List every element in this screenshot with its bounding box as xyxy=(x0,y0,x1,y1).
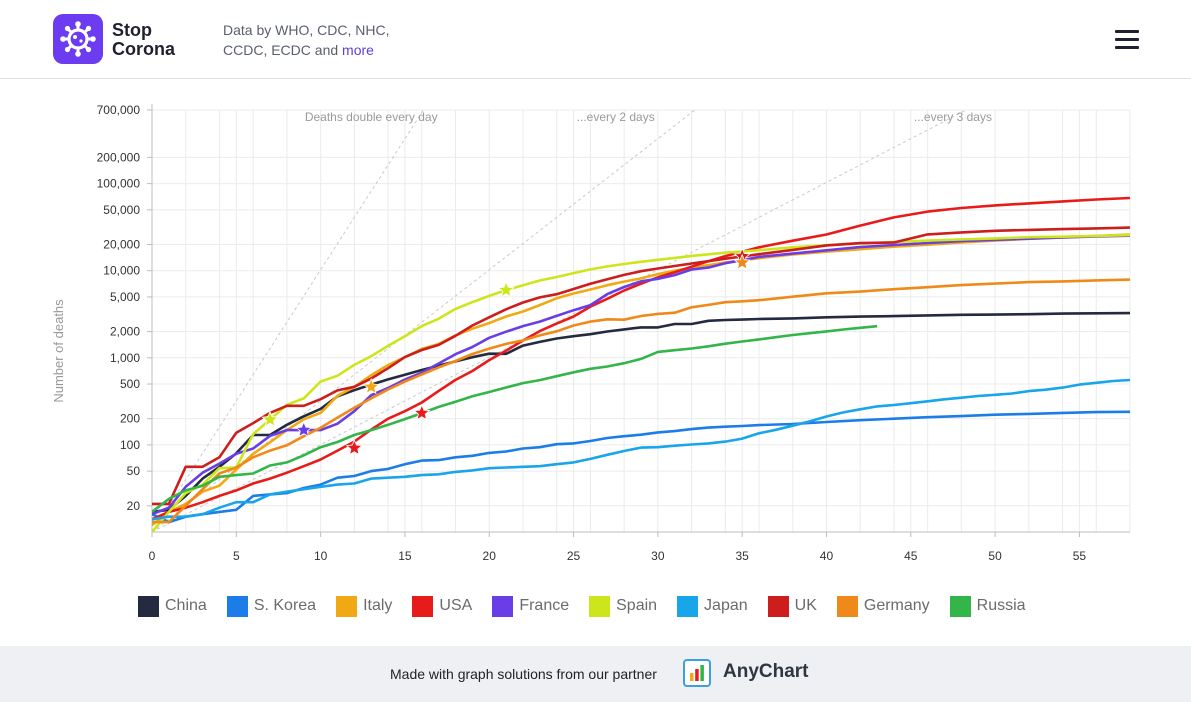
virus-icon[interactable] xyxy=(53,14,103,64)
legend-swatch xyxy=(677,595,699,617)
x-tick-label: 10 xyxy=(314,549,328,563)
x-tick-label: 20 xyxy=(483,549,497,563)
legend-label: Russia xyxy=(976,597,1026,614)
legend-item-germany[interactable]: Germany xyxy=(836,595,930,617)
y-tick-label: 1,000 xyxy=(110,351,140,365)
legend-label: China xyxy=(165,597,207,614)
chart-legend: China S. Korea Italy USA France Spain Japan UK G… xyxy=(138,594,1046,618)
y-tick-label: 10,000 xyxy=(103,264,140,278)
series-line-italy[interactable] xyxy=(152,233,1130,527)
event-star-marker xyxy=(295,421,313,438)
y-tick-label: 50 xyxy=(127,464,141,478)
y-tick-label: 500 xyxy=(120,377,140,391)
legend-label: Germany xyxy=(863,597,930,614)
y-tick-label: 200,000 xyxy=(97,150,141,164)
footer-text: Made with graph solutions from our partn… xyxy=(390,666,657,682)
x-tick-label: 0 xyxy=(149,549,156,563)
legend-label: Spain xyxy=(616,597,658,614)
series-line-china[interactable] xyxy=(152,311,1130,514)
y-tick-label: 200 xyxy=(120,412,140,426)
legend-swatch xyxy=(336,595,358,617)
deaths-chart: 20501002005001,0002,0005,00010,00020,000… xyxy=(51,103,1131,563)
legend-item-russia[interactable]: Russia xyxy=(949,595,1026,617)
y-tick-label: 100 xyxy=(120,438,140,452)
x-tick-label: 50 xyxy=(988,549,1002,563)
legend-swatch xyxy=(412,595,434,617)
legend-label: France xyxy=(519,597,570,614)
series-line-russia[interactable] xyxy=(152,324,878,513)
series-line-germany[interactable] xyxy=(152,278,1130,524)
data-credits: Data by WHO, CDC, NHC, CCDC, ECDC and mo… xyxy=(223,20,389,60)
legend-item-china[interactable]: China xyxy=(138,595,207,617)
y-tick-label: 5,000 xyxy=(110,290,140,304)
brand-line-2: Corona xyxy=(112,39,175,59)
anychart-partner-name[interactable]: AnyChart xyxy=(723,661,809,682)
series-line-usa[interactable] xyxy=(152,196,1130,521)
x-tick-label: 35 xyxy=(735,549,749,563)
series-group xyxy=(152,196,1130,532)
legend-item-uk[interactable]: UK xyxy=(767,595,817,617)
legend-item-italy[interactable]: Italy xyxy=(336,595,393,617)
legend-label: USA xyxy=(439,597,473,614)
reference-line-label: ...every 2 days xyxy=(577,110,655,124)
x-tick-label: 55 xyxy=(1073,549,1087,563)
event-star-marker xyxy=(733,253,751,270)
x-tick-label: 40 xyxy=(820,549,834,563)
legend-item-usa[interactable]: USA xyxy=(412,595,473,617)
footer: Made with graph solutions from our partn… xyxy=(0,646,1191,702)
series-line-france[interactable] xyxy=(152,234,1130,516)
x-tick-label: 25 xyxy=(567,549,581,563)
legend-swatch xyxy=(589,595,611,617)
reference-line-label: ...every 3 days xyxy=(914,110,992,124)
y-tick-label: 50,000 xyxy=(103,203,140,217)
event-star-marker xyxy=(497,281,515,298)
credits-line-2: CCDC, ECDC and more xyxy=(223,40,389,60)
legend-swatch xyxy=(836,595,858,617)
anychart-logo-icon[interactable] xyxy=(683,659,711,687)
y-tick-label: 20 xyxy=(127,499,141,513)
hamburger-menu-icon[interactable] xyxy=(1115,28,1139,50)
event-star-marker xyxy=(362,377,380,395)
x-tick-label: 45 xyxy=(904,549,918,563)
y-tick-label: 700,000 xyxy=(97,103,141,117)
legend-swatch xyxy=(226,595,248,617)
x-tick-label: 15 xyxy=(398,549,412,563)
more-sources-link[interactable]: more xyxy=(342,42,374,58)
legend-swatch xyxy=(138,595,159,617)
credits-line-1: Data by WHO, CDC, NHC, xyxy=(223,22,390,38)
y-tick-label: 100,000 xyxy=(97,177,141,191)
x-tick-label: 30 xyxy=(651,549,665,563)
site-header: Stop Corona Data by WHO, CDC, NHC, CCDC,… xyxy=(0,0,1191,79)
event-star-marker xyxy=(261,410,279,427)
reference-line-label: Deaths double every day xyxy=(305,110,438,124)
legend-label: Japan xyxy=(704,597,748,614)
legend-label: UK xyxy=(794,597,817,614)
event-star-marker xyxy=(345,439,363,456)
event-star-marker xyxy=(413,404,431,421)
legend-swatch xyxy=(767,595,789,617)
legend-label: Italy xyxy=(363,597,393,614)
legend-swatch xyxy=(949,595,971,617)
series-line-japan[interactable] xyxy=(152,378,1130,521)
y-axis-title: Number of deaths xyxy=(51,299,66,403)
y-tick-label: 2,000 xyxy=(110,325,140,339)
y-tick-label: 20,000 xyxy=(103,237,140,251)
brand-line-1: Stop xyxy=(112,20,152,40)
legend-item-japan[interactable]: Japan xyxy=(677,595,748,617)
x-tick-label: 5 xyxy=(233,549,240,563)
legend-item-france[interactable]: France xyxy=(492,595,570,617)
credits-line-2-text: CCDC, ECDC and xyxy=(223,42,339,58)
legend-label: S. Korea xyxy=(253,597,317,614)
series-line-uk[interactable] xyxy=(152,226,1130,506)
legend-item-s-korea[interactable]: S. Korea xyxy=(226,595,317,617)
legend-swatch xyxy=(492,595,514,617)
reference-line xyxy=(152,110,968,532)
brand-name[interactable]: Stop Corona xyxy=(112,21,175,59)
legend-item-spain[interactable]: Spain xyxy=(589,595,658,617)
